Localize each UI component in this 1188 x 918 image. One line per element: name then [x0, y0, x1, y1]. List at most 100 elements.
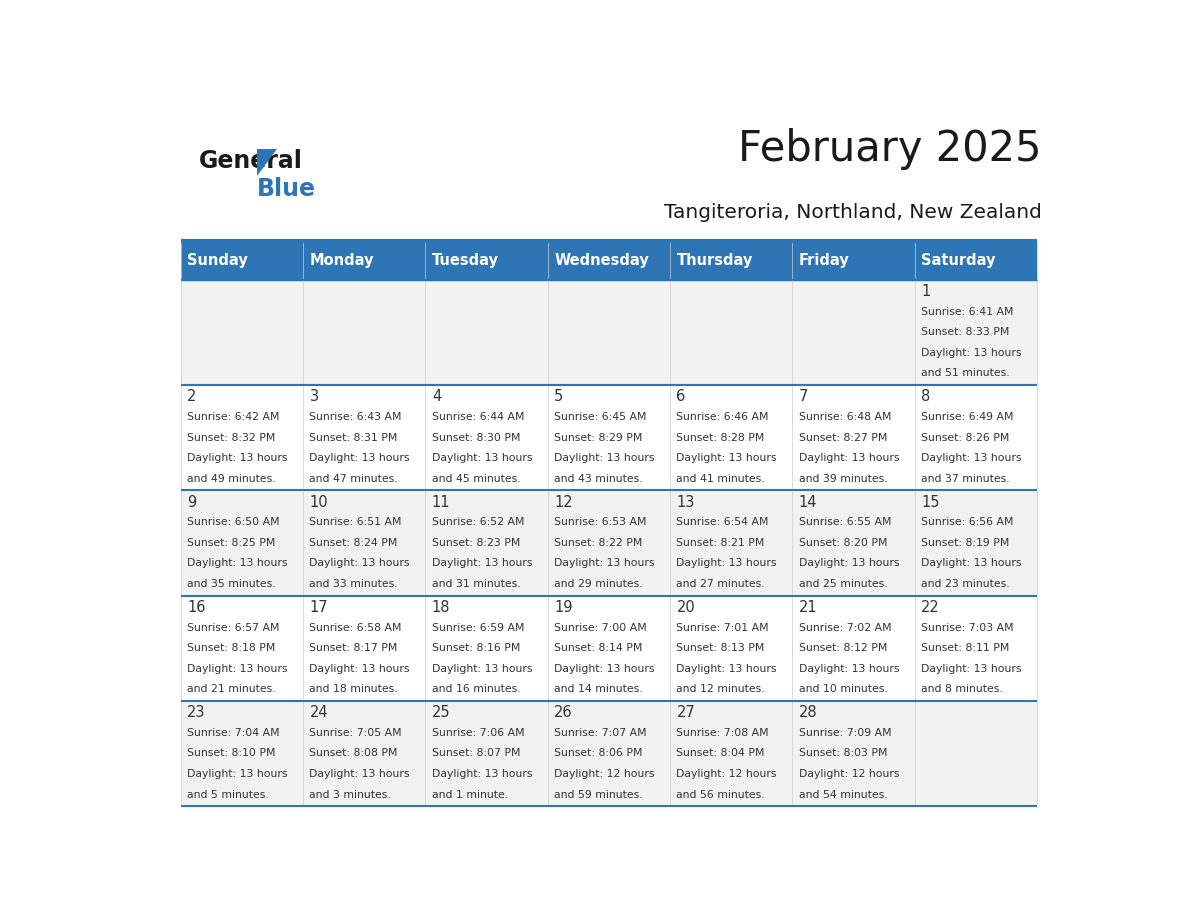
Bar: [670, 280, 792, 386]
Text: Sunrise: 6:48 AM: Sunrise: 6:48 AM: [798, 412, 891, 422]
Bar: [915, 701, 1037, 806]
Text: Sunset: 8:23 PM: Sunset: 8:23 PM: [431, 538, 520, 548]
Text: Sunrise: 6:55 AM: Sunrise: 6:55 AM: [798, 518, 891, 527]
Text: Sunrise: 6:46 AM: Sunrise: 6:46 AM: [676, 412, 769, 422]
Text: 24: 24: [310, 705, 328, 721]
Text: Sunset: 8:26 PM: Sunset: 8:26 PM: [921, 432, 1010, 442]
Bar: [548, 386, 670, 490]
Text: Sunset: 8:28 PM: Sunset: 8:28 PM: [676, 432, 765, 442]
Bar: [425, 241, 548, 280]
Text: 21: 21: [798, 600, 817, 615]
Text: Sunset: 8:20 PM: Sunset: 8:20 PM: [798, 538, 887, 548]
Text: Sunset: 8:29 PM: Sunset: 8:29 PM: [554, 432, 643, 442]
Text: 25: 25: [431, 705, 450, 721]
Text: and 10 minutes.: and 10 minutes.: [798, 684, 887, 694]
Text: 5: 5: [554, 389, 563, 404]
Text: Sunrise: 7:01 AM: Sunrise: 7:01 AM: [676, 622, 769, 633]
Text: and 33 minutes.: and 33 minutes.: [310, 579, 398, 589]
Text: Sunset: 8:22 PM: Sunset: 8:22 PM: [554, 538, 643, 548]
Polygon shape: [257, 149, 278, 176]
Text: Daylight: 13 hours: Daylight: 13 hours: [431, 664, 532, 674]
Text: 11: 11: [431, 495, 450, 509]
Text: Daylight: 13 hours: Daylight: 13 hours: [676, 558, 777, 568]
Text: Sunrise: 6:44 AM: Sunrise: 6:44 AM: [431, 412, 524, 422]
Text: Daylight: 13 hours: Daylight: 13 hours: [310, 664, 410, 674]
Text: Sunrise: 7:03 AM: Sunrise: 7:03 AM: [921, 622, 1013, 633]
Text: Thursday: Thursday: [676, 252, 753, 268]
Text: Sunset: 8:33 PM: Sunset: 8:33 PM: [921, 327, 1010, 337]
Bar: [670, 386, 792, 490]
Text: Sunrise: 7:07 AM: Sunrise: 7:07 AM: [554, 728, 646, 738]
Text: Sunrise: 6:43 AM: Sunrise: 6:43 AM: [310, 412, 402, 422]
Text: 22: 22: [921, 600, 940, 615]
Text: Sunrise: 6:52 AM: Sunrise: 6:52 AM: [431, 518, 524, 527]
Bar: [915, 490, 1037, 596]
Text: Sunset: 8:24 PM: Sunset: 8:24 PM: [310, 538, 398, 548]
Text: Daylight: 13 hours: Daylight: 13 hours: [554, 453, 655, 463]
Bar: [425, 490, 548, 596]
Bar: [425, 386, 548, 490]
Text: Daylight: 13 hours: Daylight: 13 hours: [921, 664, 1022, 674]
Text: Sunset: 8:17 PM: Sunset: 8:17 PM: [310, 644, 398, 654]
Bar: [425, 596, 548, 701]
Text: 8: 8: [921, 389, 930, 404]
Text: Sunrise: 6:45 AM: Sunrise: 6:45 AM: [554, 412, 646, 422]
Text: Sunrise: 7:06 AM: Sunrise: 7:06 AM: [431, 728, 524, 738]
Text: Daylight: 13 hours: Daylight: 13 hours: [188, 453, 287, 463]
Text: Daylight: 12 hours: Daylight: 12 hours: [554, 769, 655, 779]
Text: and 35 minutes.: and 35 minutes.: [188, 579, 276, 589]
Text: Daylight: 13 hours: Daylight: 13 hours: [554, 664, 655, 674]
Bar: [915, 280, 1037, 386]
Text: Daylight: 12 hours: Daylight: 12 hours: [676, 769, 777, 779]
Text: Friday: Friday: [798, 252, 849, 268]
Bar: [303, 490, 425, 596]
Text: and 16 minutes.: and 16 minutes.: [431, 684, 520, 694]
Bar: [181, 490, 303, 596]
Bar: [181, 280, 303, 386]
Text: Sunset: 8:11 PM: Sunset: 8:11 PM: [921, 644, 1010, 654]
Text: and 8 minutes.: and 8 minutes.: [921, 684, 1003, 694]
Text: Daylight: 13 hours: Daylight: 13 hours: [188, 664, 287, 674]
Bar: [548, 490, 670, 596]
Text: Sunset: 8:16 PM: Sunset: 8:16 PM: [431, 644, 520, 654]
Text: Daylight: 13 hours: Daylight: 13 hours: [310, 453, 410, 463]
Text: Sunrise: 7:08 AM: Sunrise: 7:08 AM: [676, 728, 769, 738]
Bar: [915, 596, 1037, 701]
Text: and 31 minutes.: and 31 minutes.: [431, 579, 520, 589]
Text: 14: 14: [798, 495, 817, 509]
Bar: [303, 280, 425, 386]
Bar: [425, 280, 548, 386]
Bar: [670, 596, 792, 701]
Text: Sunset: 8:10 PM: Sunset: 8:10 PM: [188, 748, 276, 758]
Text: Daylight: 13 hours: Daylight: 13 hours: [798, 558, 899, 568]
Text: Daylight: 13 hours: Daylight: 13 hours: [798, 453, 899, 463]
Text: 7: 7: [798, 389, 808, 404]
Bar: [670, 241, 792, 280]
Text: Daylight: 13 hours: Daylight: 13 hours: [921, 558, 1022, 568]
Text: 20: 20: [676, 600, 695, 615]
Text: Sunset: 8:32 PM: Sunset: 8:32 PM: [188, 432, 276, 442]
Text: and 3 minutes.: and 3 minutes.: [310, 789, 391, 800]
Text: and 23 minutes.: and 23 minutes.: [921, 579, 1010, 589]
Text: Sunset: 8:30 PM: Sunset: 8:30 PM: [431, 432, 520, 442]
Bar: [425, 701, 548, 806]
Text: and 59 minutes.: and 59 minutes.: [554, 789, 643, 800]
Text: Saturday: Saturday: [921, 252, 996, 268]
Text: and 14 minutes.: and 14 minutes.: [554, 684, 643, 694]
Text: 13: 13: [676, 495, 695, 509]
Text: and 56 minutes.: and 56 minutes.: [676, 789, 765, 800]
Text: Daylight: 13 hours: Daylight: 13 hours: [431, 769, 532, 779]
Text: and 39 minutes.: and 39 minutes.: [798, 474, 887, 484]
Text: Sunrise: 6:57 AM: Sunrise: 6:57 AM: [188, 622, 279, 633]
Text: 12: 12: [554, 495, 573, 509]
Bar: [548, 280, 670, 386]
Text: Sunrise: 6:42 AM: Sunrise: 6:42 AM: [188, 412, 279, 422]
Text: Sunrise: 6:53 AM: Sunrise: 6:53 AM: [554, 518, 646, 527]
Text: 9: 9: [188, 495, 196, 509]
Bar: [792, 596, 915, 701]
Text: and 21 minutes.: and 21 minutes.: [188, 684, 276, 694]
Text: 28: 28: [798, 705, 817, 721]
Text: Daylight: 13 hours: Daylight: 13 hours: [554, 558, 655, 568]
Bar: [181, 241, 303, 280]
Text: Daylight: 13 hours: Daylight: 13 hours: [921, 453, 1022, 463]
